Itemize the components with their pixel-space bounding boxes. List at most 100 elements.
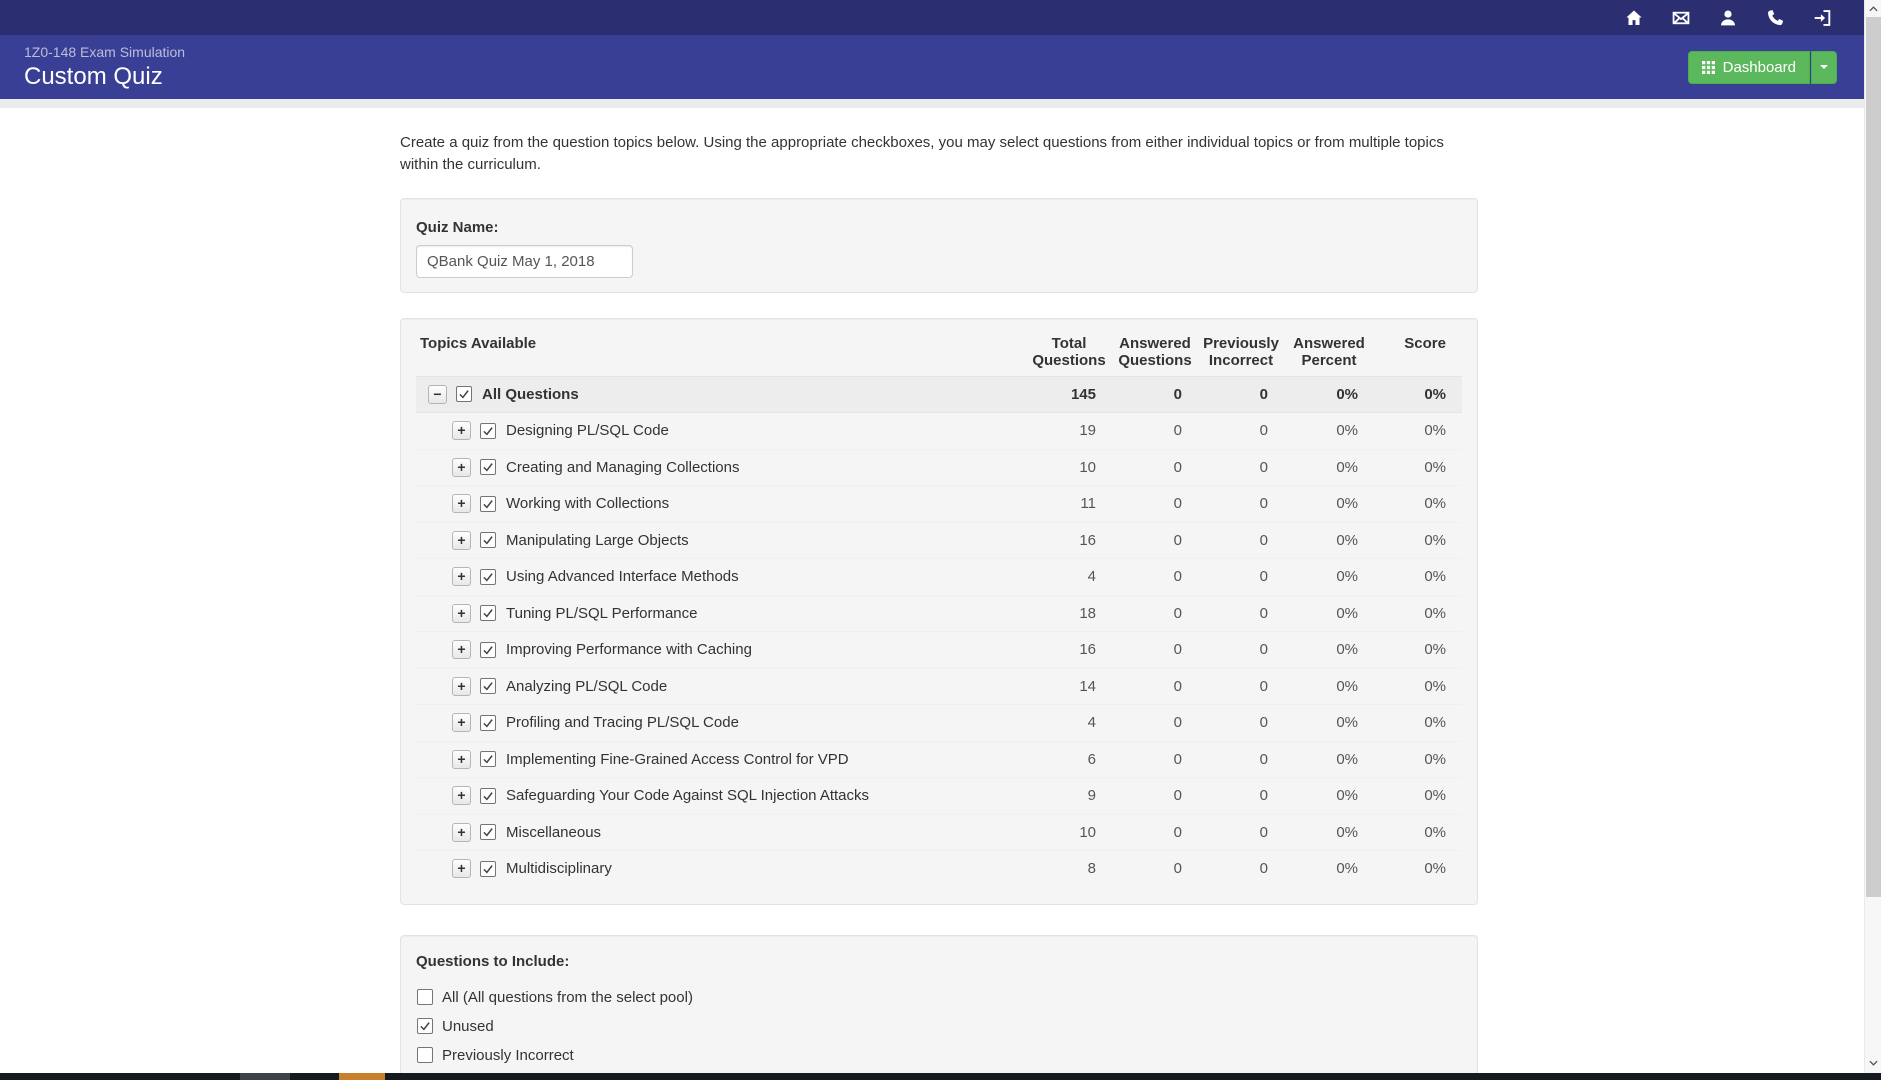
- total-questions-value: 10: [1079, 458, 1096, 476]
- topic-checkbox[interactable]: [480, 751, 496, 768]
- topic-label: Designing PL/SQL Code: [506, 422, 669, 440]
- answered-percent-value: 0%: [1336, 677, 1358, 695]
- scroll-down-arrow[interactable]: [1865, 1055, 1881, 1071]
- top-navbar: [0, 0, 1881, 35]
- expand-button[interactable]: +: [452, 859, 471, 879]
- answered-questions-value: 0: [1173, 641, 1182, 659]
- taskbar-segment: [240, 1073, 290, 1080]
- all-questions-checkbox[interactable]: [456, 386, 472, 403]
- previously-incorrect-value: 0: [1259, 604, 1268, 622]
- expand-button[interactable]: +: [452, 494, 471, 514]
- answered-questions-value: 0: [1173, 860, 1182, 878]
- include-checkbox[interactable]: [417, 1047, 433, 1063]
- previously-incorrect-value: 0: [1259, 860, 1268, 878]
- scroll-up-arrow[interactable]: [1865, 1, 1881, 17]
- phone-icon[interactable]: [1766, 9, 1784, 27]
- answered-questions-value: 0: [1173, 823, 1182, 841]
- topic-checkbox[interactable]: [480, 459, 496, 476]
- topic-checkbox[interactable]: [480, 605, 496, 622]
- page-header: 1Z0-148 Exam Simulation Custom Quiz Dash…: [0, 35, 1881, 99]
- topic-row: + Analyzing PL/SQL Code 14 0 0 0% 0%: [416, 667, 1462, 705]
- expand-button[interactable]: +: [452, 530, 471, 550]
- dashboard-split-button: Dashboard: [1687, 50, 1837, 84]
- topic-label: Implementing Fine-Grained Access Control…: [506, 750, 849, 768]
- topic-checkbox[interactable]: [480, 422, 496, 439]
- all-questions-expand-button[interactable]: −: [428, 384, 447, 404]
- include-checkbox[interactable]: [417, 1018, 433, 1034]
- topic-row: + Profiling and Tracing PL/SQL Code 4 0 …: [416, 704, 1462, 741]
- score-value: 0%: [1424, 787, 1446, 805]
- answered-percent-value: 0%: [1336, 750, 1358, 768]
- answered-percent-value: 0%: [1336, 385, 1358, 403]
- answered-questions-value: 0: [1173, 677, 1182, 695]
- topic-checkbox[interactable]: [480, 495, 496, 512]
- topic-checkbox[interactable]: [480, 532, 496, 549]
- include-option: All (All questions from the select pool): [416, 983, 1462, 1012]
- previously-incorrect-value: 0: [1259, 458, 1268, 476]
- include-checkbox[interactable]: [417, 989, 433, 1005]
- topic-checkbox[interactable]: [480, 678, 496, 695]
- scrollbar-track[interactable]: [1864, 0, 1881, 1073]
- column-header-previously-incorrect: Previously Incorrect: [1203, 334, 1279, 369]
- score-value: 0%: [1424, 677, 1446, 695]
- taskbar-strip: [0, 1073, 1881, 1080]
- questions-to-include-panel: Questions to Include: All (All questions…: [400, 934, 1478, 1080]
- quiz-name-label: Quiz Name:: [416, 218, 499, 236]
- scrollbar-thumb[interactable]: [1866, 17, 1881, 897]
- quiz-name-input[interactable]: [416, 244, 633, 278]
- topic-row: + Safeguarding Your Code Against SQL Inj…: [416, 777, 1462, 814]
- answered-percent-value: 0%: [1336, 422, 1358, 440]
- all-questions-row: − All Questions 145 0 0 0% 0%: [416, 375, 1462, 413]
- answered-percent-value: 0%: [1336, 823, 1358, 841]
- score-value: 0%: [1424, 422, 1446, 440]
- total-questions-value: 11: [1080, 495, 1096, 513]
- dashboard-dropdown-toggle[interactable]: [1811, 50, 1837, 84]
- column-header-total-questions: Total Questions: [1032, 334, 1106, 369]
- answered-percent-value: 0%: [1336, 714, 1358, 732]
- header-divider: [0, 99, 1881, 108]
- topic-checkbox[interactable]: [480, 787, 496, 804]
- include-option: Previously Incorrect: [416, 1041, 1462, 1070]
- topics-panel: Topics Available Total Questions Answere…: [400, 317, 1478, 905]
- score-value: 0%: [1424, 385, 1446, 403]
- score-value: 0%: [1424, 531, 1446, 549]
- topic-checkbox[interactable]: [480, 860, 496, 877]
- total-questions-value: 10: [1079, 823, 1096, 841]
- expand-button[interactable]: +: [452, 822, 471, 842]
- topic-checkbox[interactable]: [480, 568, 496, 585]
- mail-icon[interactable]: [1672, 9, 1690, 27]
- dashboard-button[interactable]: Dashboard: [1687, 50, 1810, 84]
- total-questions-value: 4: [1087, 714, 1096, 732]
- answered-percent-value: 0%: [1336, 641, 1358, 659]
- answered-questions-value: 0: [1173, 714, 1182, 732]
- topic-row: + Implementing Fine-Grained Access Contr…: [416, 740, 1462, 778]
- expand-button[interactable]: +: [452, 603, 471, 623]
- topic-row: + Tuning PL/SQL Performance 18 0 0 0% 0%: [416, 594, 1462, 632]
- total-questions-value: 145: [1070, 385, 1096, 403]
- expand-button[interactable]: +: [452, 457, 471, 477]
- answered-questions-value: 0: [1173, 787, 1182, 805]
- intro-text: Create a quiz from the question topics b…: [400, 134, 1444, 173]
- topic-checkbox[interactable]: [480, 714, 496, 731]
- column-header-answered-percent: Answered Percent: [1293, 334, 1365, 369]
- expand-button[interactable]: +: [452, 676, 471, 696]
- home-icon[interactable]: [1625, 9, 1643, 27]
- expand-button[interactable]: +: [452, 713, 471, 733]
- expand-button[interactable]: +: [452, 421, 471, 441]
- topics-rows: + Designing PL/SQL Code 19 0 0 0% 0% + C…: [416, 413, 1462, 887]
- expand-button[interactable]: +: [452, 786, 471, 806]
- quiz-name-panel: Quiz Name:: [400, 197, 1478, 293]
- topic-checkbox[interactable]: [480, 641, 496, 658]
- score-value: 0%: [1424, 860, 1446, 878]
- sign-out-icon[interactable]: [1813, 9, 1831, 27]
- expand-button[interactable]: +: [452, 567, 471, 587]
- score-value: 0%: [1424, 823, 1446, 841]
- topic-checkbox[interactable]: [480, 824, 496, 841]
- user-icon[interactable]: [1719, 9, 1737, 27]
- topic-row: + Manipulating Large Objects 16 0 0 0% 0…: [416, 521, 1462, 559]
- expand-button[interactable]: +: [452, 749, 471, 769]
- answered-questions-value: 0: [1173, 458, 1182, 476]
- expand-button[interactable]: +: [452, 640, 471, 660]
- answered-percent-value: 0%: [1336, 531, 1358, 549]
- topics-table-header: Topics Available Total Questions Answere…: [416, 319, 1462, 376]
